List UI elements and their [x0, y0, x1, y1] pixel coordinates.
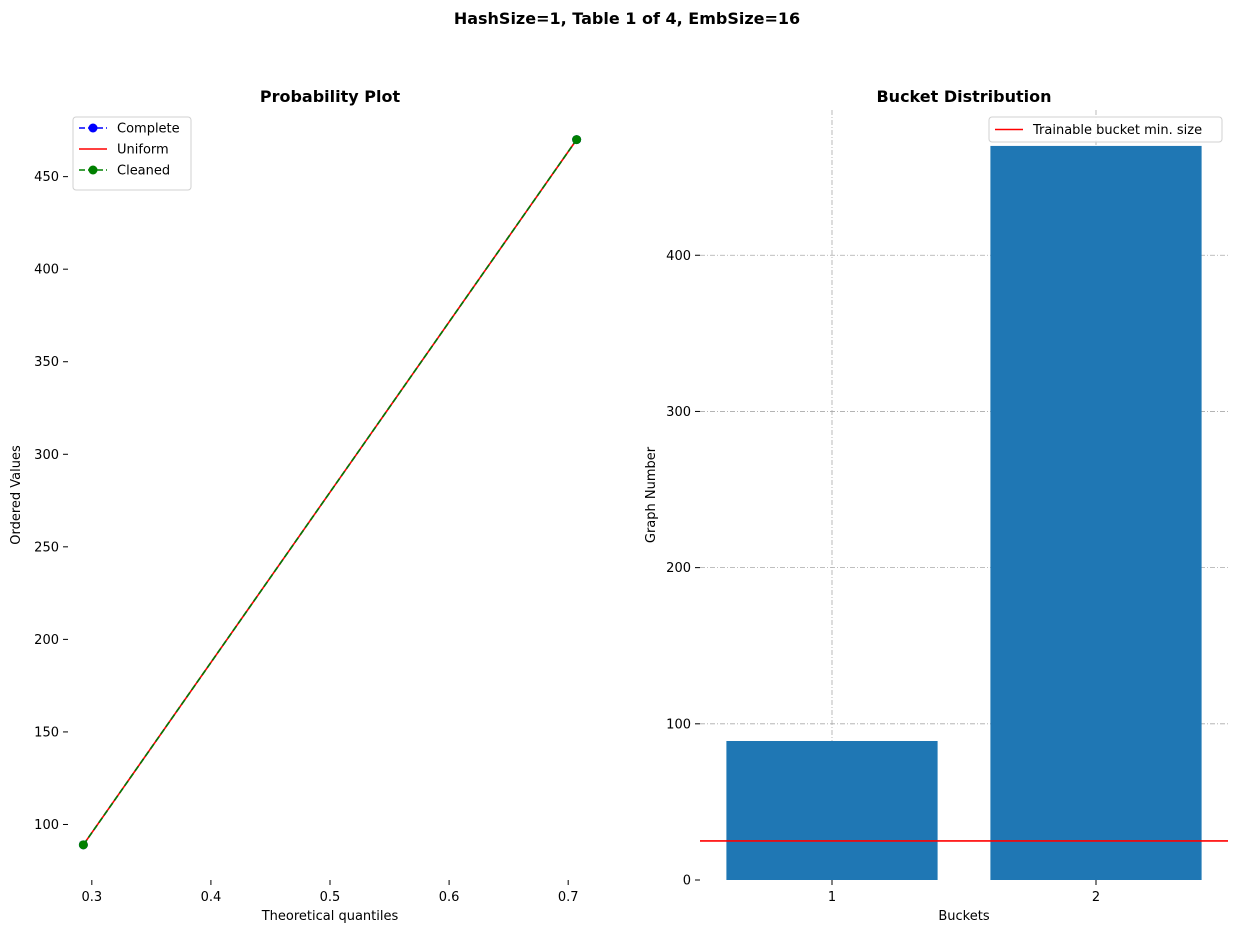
probability-plot-x-label: Theoretical quantiles [261, 909, 399, 924]
x-tick-label: 0.6 [439, 890, 460, 905]
y-tick-label: 100 [34, 818, 59, 833]
x-tick-label: 0.4 [201, 890, 222, 905]
legend-marker-complete [88, 123, 98, 133]
probability-plot-x-ticks: 0.3 0.4 0.5 0.6 0.7 [81, 880, 579, 905]
legend-label-cleaned: Cleaned [117, 164, 170, 179]
x-tick-label: 0.5 [320, 890, 341, 905]
y-tick-label: 150 [34, 725, 59, 740]
legend-box [72, 116, 192, 191]
y-tick-label: 300 [666, 405, 691, 420]
bar-bucket-1 [726, 740, 938, 880]
x-tick-label: 0.7 [558, 890, 579, 905]
legend-label-complete: Complete [117, 122, 180, 137]
y-tick-label: 400 [666, 249, 691, 264]
y-tick-label: 100 [666, 717, 691, 732]
y-tick-label: 0 [683, 874, 691, 889]
y-tick-label: 350 [34, 355, 59, 370]
y-tick-label: 250 [34, 540, 59, 555]
probability-plot-axes: Probability Plot 0.3 0.4 0.5 0.6 0.7 100 150 2… [9, 87, 582, 924]
x-tick-label: 1 [828, 890, 836, 905]
legend-label-threshold: Trainable bucket min. size [1032, 123, 1202, 138]
y-tick-label: 200 [666, 561, 691, 576]
bar-bucket-2 [990, 145, 1202, 881]
x-tick-label: 0.3 [81, 890, 102, 905]
legend-marker-cleaned [88, 165, 98, 175]
y-tick-label: 300 [34, 448, 59, 463]
bucket-distribution-legend: Trainable bucket min. size [988, 116, 1223, 143]
probability-plot-series [78, 135, 582, 850]
probability-plot-y-label: Ordered Values [9, 445, 24, 545]
bucket-distribution-y-ticks: 0 100 200 300 400 [666, 249, 700, 889]
y-tick-label: 450 [34, 170, 59, 185]
data-point-cleaned [572, 135, 582, 145]
bucket-distribution-title: Bucket Distribution [876, 87, 1051, 106]
data-point-cleaned [78, 840, 88, 850]
legend-box [988, 116, 1223, 143]
figure-title: HashSize=1, Table 1 of 4, EmbSize=16 [454, 9, 800, 28]
probability-plot-legend: Complete Uniform Cleaned [72, 116, 192, 191]
bucket-distribution-y-label: Graph Number [644, 446, 659, 543]
probability-plot-y-ticks: 100 150 200 250 300 350 400 450 [34, 170, 68, 833]
x-tick-label: 2 [1092, 890, 1100, 905]
legend-label-uniform: Uniform [117, 143, 169, 158]
probability-plot-title: Probability Plot [260, 87, 401, 106]
y-tick-label: 200 [34, 633, 59, 648]
y-tick-label: 400 [34, 263, 59, 278]
bucket-distribution-x-label: Buckets [938, 909, 989, 924]
bucket-distribution-bars [726, 145, 1202, 881]
series-line-uniform [82, 139, 578, 846]
